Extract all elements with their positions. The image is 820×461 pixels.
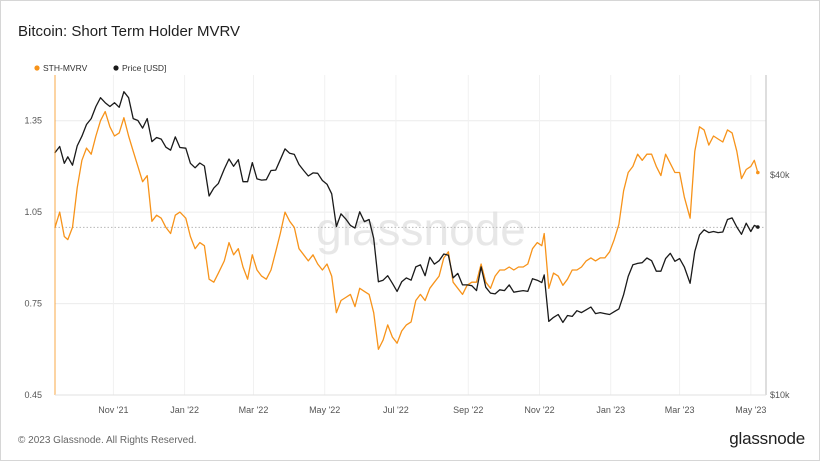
- y-left-tick-label: 1.35: [24, 116, 42, 126]
- y-right-tick-label: $10k: [770, 390, 790, 400]
- x-tick-label: May '22: [309, 405, 340, 415]
- y-right-tick-label: $40k: [770, 170, 790, 180]
- x-tick-label: May '23: [735, 405, 766, 415]
- copyright-text: © 2023 Glassnode. All Rights Reserved.: [18, 435, 197, 446]
- legend-label: STH-MVRV: [43, 63, 88, 73]
- x-tick-label: Nov '22: [524, 405, 554, 415]
- axes: 0.45 0.75 1.05 1.35 Nov '21 Jan '22 Mar '22 May…: [24, 75, 790, 415]
- chart-title: Bitcoin: Short Term Holder MVRV: [18, 23, 241, 40]
- chart-area: glassnode 0.45 0.75 1.05 1.35 Nov '21 Jan '22…: [18, 57, 806, 423]
- legend-marker: [113, 65, 119, 71]
- sth-mvrv-last-point: [756, 170, 760, 175]
- y-left-tick-label: 0.75: [24, 299, 42, 309]
- legend-marker: [34, 65, 40, 71]
- x-tick-label: Sep '22: [453, 405, 483, 415]
- x-tick-label: Nov '21: [98, 405, 128, 415]
- price-line: [54, 91, 759, 324]
- x-tick-label: Jan '22: [170, 405, 199, 415]
- x-tick-label: Mar '22: [239, 405, 269, 415]
- brand-logo[interactable]: glassnode: [729, 429, 805, 448]
- line-chart[interactable]: glassnode 0.45 0.75 1.05 1.35 Nov '21 Jan '22…: [18, 57, 806, 423]
- watermark: glassnode: [316, 203, 526, 255]
- x-tick-label: Mar '23: [665, 405, 695, 415]
- legend-label: Price [USD]: [122, 63, 166, 73]
- x-tick-label: Jul '22: [383, 405, 409, 415]
- y-left-tick-label: 1.05: [24, 207, 42, 217]
- price-last-point: [756, 225, 760, 229]
- series-layer: [54, 91, 760, 350]
- x-tick-label: Jan '23: [596, 405, 625, 415]
- sth-mvrv-line: [54, 110, 759, 350]
- grid-lines: [55, 75, 766, 396]
- legend: STH-MVRV Price [USD]: [34, 63, 166, 73]
- y-left-tick-label: 0.45: [24, 390, 42, 400]
